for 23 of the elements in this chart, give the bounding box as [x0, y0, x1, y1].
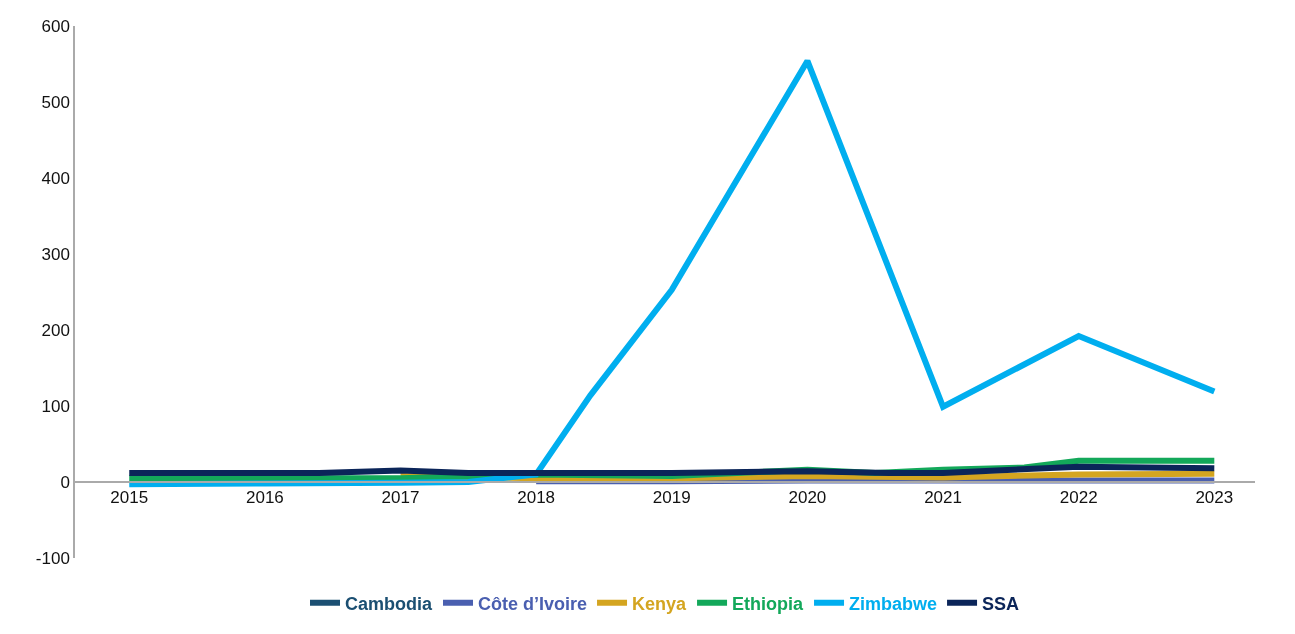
legend-label: Kenya	[632, 593, 688, 614]
y-tick-label: 500	[41, 92, 70, 112]
x-tick-label: 2023	[1195, 488, 1234, 508]
y-tick-label: 0	[60, 472, 70, 492]
y-tick-label: 600	[41, 16, 70, 36]
legend-label: Ethiopia	[732, 593, 805, 614]
y-tick-label: 200	[41, 320, 70, 340]
legend-label: Côte d’Ivoire	[478, 593, 588, 614]
legend-label: Cambodia	[345, 593, 433, 614]
x-tick-label: 2018	[517, 488, 556, 508]
x-tick-label: 2021	[924, 488, 962, 508]
x-tick-label: 2022	[1059, 488, 1098, 508]
x-tick-label: 2020	[788, 488, 827, 508]
y-tick-label: 100	[41, 396, 70, 416]
y-tick-label: 400	[41, 168, 70, 188]
y-tick-label: -100	[35, 548, 70, 568]
y-tick-label: 300	[41, 244, 70, 264]
legend-label: SSA	[982, 593, 1020, 614]
legend-label: Zimbabwe	[849, 593, 938, 614]
x-tick-label: 2019	[652, 488, 691, 508]
x-tick-label: 2017	[381, 488, 420, 508]
x-tick-label: 2015	[110, 488, 149, 508]
x-tick-label: 2016	[245, 488, 284, 508]
